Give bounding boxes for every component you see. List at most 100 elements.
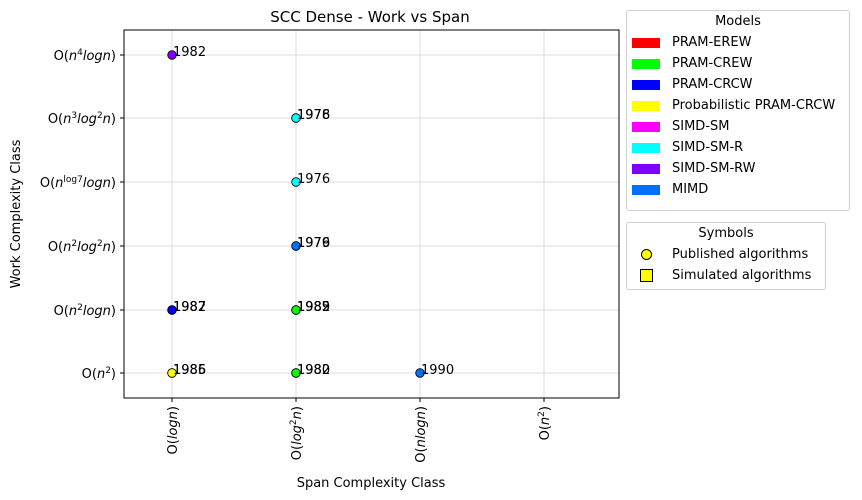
legend-label: SIMD-SM (672, 119, 730, 134)
legend-item: Simulated algorithms (627, 265, 825, 286)
data-point (167, 368, 177, 378)
tick-label-part: log (290, 425, 305, 445)
legend-label: Probabilistic PRAM-CRCW (672, 98, 836, 113)
data-point-label: 1985 (173, 363, 206, 378)
data-point (291, 113, 301, 123)
tick-label-part: O( (54, 49, 69, 64)
tick-label-part: n (538, 417, 553, 425)
legend-label: SIMD-SM-R (672, 140, 744, 155)
circle-marker-icon (632, 249, 660, 260)
legend-swatch (632, 121, 660, 132)
tick-label-part: 3 (71, 111, 77, 121)
tick-label-part: ) (538, 406, 553, 411)
data-point-label: 1976 (297, 236, 330, 251)
grid-lines (124, 30, 619, 398)
models-legend-title: Models (715, 14, 761, 29)
legend-swatch (632, 58, 660, 69)
y-tick-label: O(n2logn) (54, 303, 116, 319)
data-point-label: 1987 (173, 300, 206, 315)
y-tick-label: O(n2log2n) (48, 239, 116, 255)
tick-label-part: n (103, 112, 111, 127)
legend-label: SIMD-SM-RW (672, 161, 756, 176)
tick-label-part: ) (166, 406, 181, 411)
data-point-label: 1986 (173, 363, 206, 378)
tick-label-part: 2 (71, 239, 77, 249)
data-point-label: 1980 (297, 363, 330, 378)
legend-swatch (632, 37, 660, 48)
data-point (291, 241, 301, 251)
tick-label-part: nlogn (414, 411, 429, 447)
tick-label-part: ) (111, 240, 116, 255)
legend-swatch (632, 79, 660, 90)
legend-swatch (632, 142, 660, 153)
legend-swatch (632, 184, 660, 195)
data-points: 1982198719821986198519781976197619791976… (167, 45, 454, 378)
legend-item: SIMD-SM (627, 116, 849, 137)
data-point (415, 368, 425, 378)
tick-label-part: O( (82, 367, 97, 382)
tick-label-part: n (69, 49, 77, 64)
x-tick-label: O(logn) (166, 406, 181, 454)
legend-label: PRAM-EREW (672, 35, 752, 50)
legend-item: SIMD-SM-R (627, 137, 849, 158)
data-point (291, 305, 301, 315)
legend-item: SIMD-SM-RW (627, 158, 849, 179)
square-marker-icon (632, 269, 660, 282)
tick-label-part: O( (290, 445, 305, 460)
tick-label-part: n (63, 112, 71, 127)
x-axis-label: Span Complexity Class (297, 476, 446, 491)
tick-label-part: 2 (537, 411, 547, 417)
tick-label-part: n (97, 367, 105, 382)
symbols-legend: Symbols Published algorithms Simulated al… (626, 222, 826, 290)
tick-label-part: log7 (63, 175, 82, 185)
x-axis-ticks: O(logn)O(log2n)O(nlogn)O(n2) (166, 398, 553, 463)
tick-label-part: ) (111, 176, 116, 191)
tick-label-part: n (63, 240, 71, 255)
data-point-label: 1989 (297, 300, 330, 315)
legend-label: Simulated algorithms (672, 268, 812, 283)
tick-label-part: ) (414, 406, 429, 411)
tick-label-part: 2 (105, 366, 111, 376)
tick-label-part: logn (83, 304, 111, 319)
tick-label-part: n (290, 411, 305, 419)
data-point (291, 177, 301, 187)
tick-label-part: 2 (97, 111, 103, 121)
legend-item: PRAM-EREW (627, 32, 849, 53)
tick-label-part: log (77, 240, 97, 255)
plot-area (123, 29, 620, 399)
tick-label-part: O( (48, 240, 63, 255)
data-point (167, 50, 177, 60)
tick-label-part: log (77, 112, 97, 127)
data-point-label: 1985 (297, 300, 330, 315)
tick-label-part: logn (83, 176, 111, 191)
legend-label: Published algorithms (672, 247, 809, 262)
legend-label: PRAM-CREW (672, 56, 753, 71)
legend-swatch (632, 100, 660, 111)
data-point-label: 1982 (173, 45, 206, 60)
symbols-legend-title: Symbols (698, 226, 754, 241)
data-point-label: 1976 (297, 172, 330, 187)
data-point (291, 368, 301, 378)
models-legend: Models PRAM-EREW PRAM-CREW PRAM-CRCW Probab… (626, 10, 850, 211)
y-tick-label: O(n3log2n) (48, 111, 116, 127)
data-point-label: 1982 (297, 300, 330, 315)
tick-label-part: O( (48, 112, 63, 127)
chart-title: SCC Dense - Work vs Span (270, 8, 469, 26)
data-point-label: 1982 (173, 300, 206, 315)
tick-label-part: n (69, 304, 77, 319)
data-point (167, 305, 177, 315)
tick-label-part: 2 (97, 239, 103, 249)
tick-label-part: O( (40, 176, 55, 191)
tick-label-part: 2 (77, 303, 83, 313)
tick-label-part: O( (414, 447, 429, 462)
y-tick-label: O(nlog7logn) (40, 175, 116, 191)
tick-label-part: ) (111, 112, 116, 127)
data-point-label: 1976 (297, 108, 330, 123)
tick-label-part: ) (290, 406, 305, 411)
y-axis-ticks: O(n2)O(n2logn)O(n2log2n)O(nlog7logn)O(n3… (40, 48, 124, 382)
tick-label-part: n (166, 411, 181, 419)
y-axis-label: Work Complexity Class (9, 139, 24, 288)
tick-label-part: log (166, 419, 181, 439)
tick-label-part: ) (111, 367, 116, 382)
